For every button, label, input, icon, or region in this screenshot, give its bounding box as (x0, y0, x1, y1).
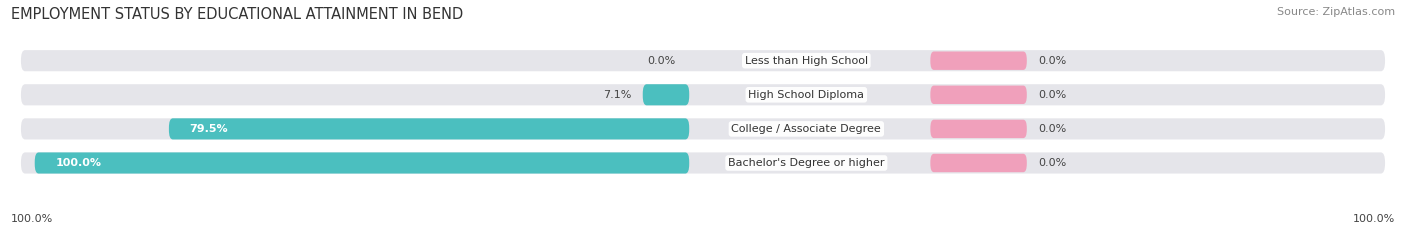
Legend: In Labor Force, Unemployed: In Labor Force, Unemployed (598, 229, 808, 233)
FancyBboxPatch shape (21, 84, 1385, 105)
Text: 0.0%: 0.0% (1038, 90, 1066, 100)
FancyBboxPatch shape (931, 120, 1026, 138)
Text: Bachelor's Degree or higher: Bachelor's Degree or higher (728, 158, 884, 168)
FancyBboxPatch shape (169, 118, 689, 140)
Text: Less than High School: Less than High School (745, 56, 868, 66)
Text: 7.1%: 7.1% (603, 90, 631, 100)
Text: 100.0%: 100.0% (11, 214, 53, 224)
Text: Source: ZipAtlas.com: Source: ZipAtlas.com (1277, 7, 1395, 17)
Text: 0.0%: 0.0% (1038, 158, 1066, 168)
Text: 79.5%: 79.5% (190, 124, 228, 134)
Text: 0.0%: 0.0% (1038, 124, 1066, 134)
Text: 100.0%: 100.0% (1353, 214, 1395, 224)
Text: 100.0%: 100.0% (55, 158, 101, 168)
Text: High School Diploma: High School Diploma (748, 90, 865, 100)
FancyBboxPatch shape (21, 50, 1385, 71)
Text: 0.0%: 0.0% (1038, 56, 1066, 66)
Text: 0.0%: 0.0% (647, 56, 675, 66)
FancyBboxPatch shape (643, 84, 689, 105)
FancyBboxPatch shape (35, 152, 689, 174)
Text: College / Associate Degree: College / Associate Degree (731, 124, 882, 134)
FancyBboxPatch shape (21, 152, 1385, 174)
FancyBboxPatch shape (931, 51, 1026, 70)
FancyBboxPatch shape (931, 154, 1026, 172)
FancyBboxPatch shape (931, 86, 1026, 104)
Text: EMPLOYMENT STATUS BY EDUCATIONAL ATTAINMENT IN BEND: EMPLOYMENT STATUS BY EDUCATIONAL ATTAINM… (11, 7, 464, 22)
FancyBboxPatch shape (21, 118, 1385, 140)
